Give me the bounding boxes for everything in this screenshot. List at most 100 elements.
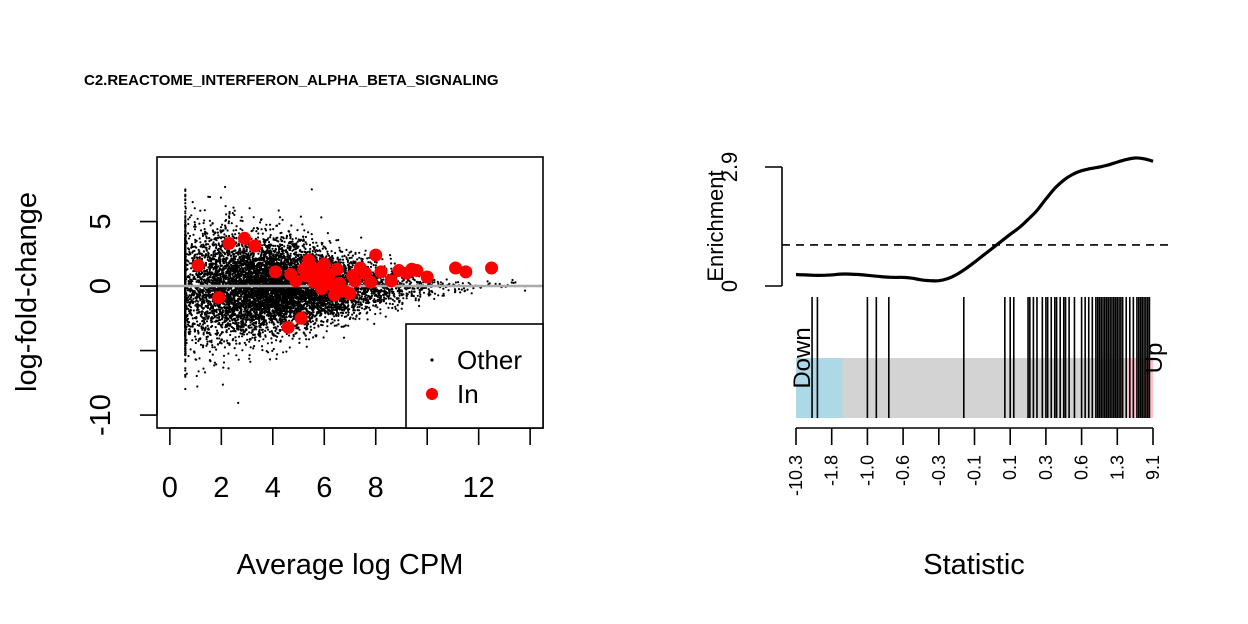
other-point	[439, 281, 442, 284]
other-point	[268, 358, 272, 361]
other-point	[255, 325, 258, 328]
other-point	[196, 320, 199, 323]
other-point	[184, 367, 187, 370]
other-point	[188, 328, 191, 331]
other-point	[394, 307, 397, 310]
other-point	[272, 237, 275, 240]
other-point	[266, 328, 270, 331]
other-point	[218, 315, 221, 318]
other-point	[349, 265, 352, 268]
other-point	[195, 272, 198, 275]
other-point	[244, 343, 247, 346]
other-point	[356, 258, 359, 261]
other-point	[295, 242, 298, 245]
other-point	[202, 254, 205, 257]
other-point	[262, 338, 265, 341]
other-point	[390, 267, 393, 270]
other-point	[384, 315, 387, 318]
other-point	[298, 341, 301, 344]
other-point	[240, 216, 243, 219]
other-point	[258, 313, 261, 316]
other-point	[210, 339, 213, 342]
other-point	[364, 305, 367, 308]
other-point	[413, 287, 416, 290]
other-point	[186, 275, 189, 279]
other-point	[299, 309, 302, 313]
other-point	[208, 247, 211, 250]
other-point	[470, 292, 473, 295]
other-point	[215, 308, 218, 311]
other-point	[247, 254, 250, 257]
other-point	[309, 325, 312, 328]
other-point	[281, 243, 284, 247]
other-point	[225, 213, 228, 216]
other-point	[454, 281, 457, 284]
other-point	[395, 287, 398, 290]
other-point	[228, 216, 231, 219]
other-point	[191, 339, 194, 342]
other-point	[266, 342, 269, 345]
other-point	[207, 195, 210, 198]
other-point	[184, 199, 187, 202]
other-point	[224, 185, 227, 189]
other-point	[418, 291, 421, 294]
other-point	[259, 218, 263, 221]
other-point	[397, 280, 400, 283]
other-point	[210, 341, 213, 344]
other-point	[414, 297, 417, 300]
other-point	[235, 342, 238, 345]
other-point	[453, 288, 457, 291]
other-point	[218, 341, 221, 344]
other-point	[222, 354, 226, 357]
other-point	[186, 315, 189, 318]
other-point	[360, 307, 364, 310]
other-point	[275, 339, 278, 342]
other-point	[310, 328, 313, 331]
other-point	[348, 251, 351, 254]
other-point	[252, 227, 255, 230]
other-point	[281, 252, 284, 256]
other-point	[334, 303, 337, 306]
other-point	[317, 254, 320, 257]
other-point	[228, 210, 231, 214]
other-point	[459, 291, 462, 294]
other-point	[228, 280, 231, 283]
other-point	[304, 294, 307, 297]
other-point	[232, 206, 235, 209]
other-point	[292, 335, 295, 338]
other-point	[364, 249, 367, 252]
other-point	[305, 326, 308, 329]
other-point	[208, 195, 212, 199]
other-point	[227, 215, 231, 218]
other-point	[190, 214, 193, 217]
other-point	[269, 233, 272, 237]
other-point	[285, 237, 288, 240]
other-point	[186, 323, 190, 326]
other-point	[257, 252, 260, 255]
other-point	[326, 311, 329, 314]
other-point	[350, 256, 353, 259]
other-point	[511, 278, 514, 282]
other-point	[219, 318, 222, 322]
other-point	[226, 263, 230, 266]
other-point	[242, 310, 245, 313]
other-point	[274, 244, 277, 247]
other-point	[393, 262, 396, 265]
other-point	[418, 282, 421, 285]
other-point	[228, 320, 231, 323]
other-point	[231, 233, 234, 236]
other-point	[298, 337, 301, 340]
other-point	[186, 287, 189, 290]
other-point	[510, 281, 513, 284]
other-point	[268, 240, 271, 244]
other-point	[370, 292, 373, 295]
other-point	[216, 231, 219, 234]
other-point	[227, 222, 230, 225]
other-point	[237, 321, 240, 324]
other-point	[357, 293, 360, 296]
other-point	[251, 336, 254, 339]
other-point	[253, 333, 256, 336]
other-point	[241, 229, 244, 232]
other-point	[190, 243, 193, 246]
